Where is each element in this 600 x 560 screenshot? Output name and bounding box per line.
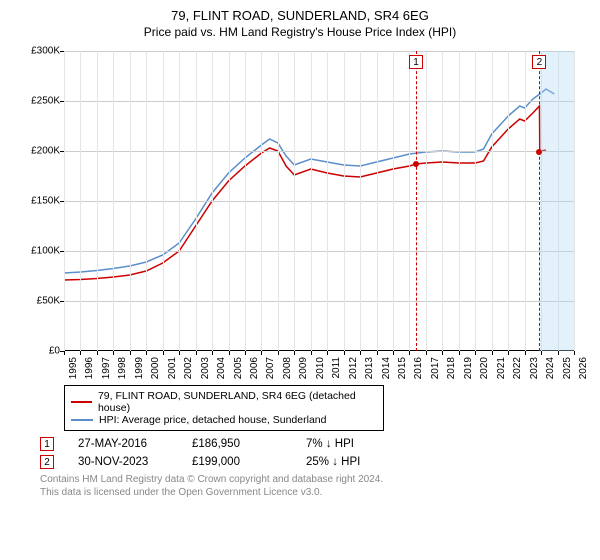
x-tick-label: 2009	[298, 357, 309, 379]
x-tick-label: 2010	[315, 357, 326, 379]
chart-area: £0£50K£100K£150K£200K£250K£300K 12 19951…	[20, 43, 580, 383]
x-tick-label: 2016	[413, 357, 424, 379]
x-tick-label: 2008	[282, 357, 293, 379]
sale-point	[413, 161, 419, 167]
sale-delta: 25% ↓ HPI	[306, 456, 396, 468]
y-tick-label: £50K	[37, 296, 60, 307]
series-line	[64, 89, 554, 273]
x-tick-label: 1997	[101, 357, 112, 379]
footer-line2: This data is licensed under the Open Gov…	[40, 486, 590, 499]
y-tick-label: £200K	[31, 146, 60, 157]
sale-row: 2 30-NOV-2023 £199,000 25% ↓ HPI	[40, 455, 590, 469]
sale-marker-line	[539, 51, 540, 351]
sale-date: 30-NOV-2023	[78, 456, 168, 468]
legend-label: 79, FLINT ROAD, SUNDERLAND, SR4 6EG (det…	[98, 390, 377, 414]
x-tick-label: 2002	[183, 357, 194, 379]
forecast-shade	[540, 51, 574, 351]
x-tick-label: 1996	[84, 357, 95, 379]
x-tick-label: 2014	[381, 357, 392, 379]
x-tick-label: 2018	[446, 357, 457, 379]
x-tick-label: 2005	[233, 357, 244, 379]
x-tick-label: 2023	[529, 357, 540, 379]
sales-table: 1 27-MAY-2016 £186,950 7% ↓ HPI 2 30-NOV-2023…	[40, 437, 590, 469]
series-line	[64, 106, 546, 280]
sale-row-marker: 2	[40, 455, 54, 469]
x-tick-label: 2019	[463, 357, 474, 379]
x-tick-label: 2017	[430, 357, 441, 379]
x-tick-label: 2007	[265, 357, 276, 379]
legend-item: 79, FLINT ROAD, SUNDERLAND, SR4 6EG (det…	[71, 390, 377, 414]
plot-region: 12	[64, 51, 574, 351]
sale-row-marker: 1	[40, 437, 54, 451]
chart-title: 79, FLINT ROAD, SUNDERLAND, SR4 6EG	[10, 8, 590, 23]
x-tick-label: 2013	[364, 357, 375, 379]
x-tick-label: 2004	[216, 357, 227, 379]
x-tick-label: 2003	[200, 357, 211, 379]
legend-swatch	[71, 401, 92, 403]
x-tick-label: 1999	[134, 357, 145, 379]
chart-subtitle: Price paid vs. HM Land Registry's House …	[10, 25, 590, 39]
x-tick-label: 2022	[512, 357, 523, 379]
x-tick-label: 2021	[496, 357, 507, 379]
sale-delta: 7% ↓ HPI	[306, 438, 396, 450]
y-tick-label: £100K	[31, 246, 60, 257]
y-tick-label: £150K	[31, 196, 60, 207]
x-tick-label: 2012	[348, 357, 359, 379]
sale-marker-label: 2	[532, 55, 546, 69]
y-tick-label: £250K	[31, 96, 60, 107]
chart-container: 79, FLINT ROAD, SUNDERLAND, SR4 6EG Pric…	[0, 0, 600, 560]
legend: 79, FLINT ROAD, SUNDERLAND, SR4 6EG (det…	[64, 385, 384, 431]
x-tick-label: 2026	[578, 357, 589, 379]
sale-marker-line	[416, 51, 417, 351]
x-tick-label: 2020	[479, 357, 490, 379]
footer-attribution: Contains HM Land Registry data © Crown c…	[40, 473, 590, 499]
y-tick-label: £300K	[31, 46, 60, 57]
footer-line1: Contains HM Land Registry data © Crown c…	[40, 473, 590, 486]
x-tick-label: 2001	[167, 357, 178, 379]
x-axis-labels: 1995 1996 1997 1998 1999 2000 2001 2002 2003 2004…	[64, 353, 574, 383]
x-tick-label: 2006	[249, 357, 260, 379]
sale-date: 27-MAY-2016	[78, 438, 168, 450]
sale-marker-label: 1	[409, 55, 423, 69]
x-tick-label: 2015	[397, 357, 408, 379]
x-tick-label: 2000	[150, 357, 161, 379]
sale-row: 1 27-MAY-2016 £186,950 7% ↓ HPI	[40, 437, 590, 451]
x-tick-label: 2025	[562, 357, 573, 379]
y-tick-label: £0	[49, 346, 60, 357]
x-tick-label: 2011	[331, 357, 342, 379]
sale-price: £186,950	[192, 438, 282, 450]
y-axis-labels: £0£50K£100K£150K£200K£250K£300K	[20, 51, 62, 351]
legend-swatch	[71, 419, 93, 421]
x-tick-label: 1998	[117, 357, 128, 379]
x-tick-label: 1995	[68, 357, 79, 379]
sale-price: £199,000	[192, 456, 282, 468]
legend-label: HPI: Average price, detached house, Sund…	[99, 414, 326, 426]
legend-item: HPI: Average price, detached house, Sund…	[71, 414, 377, 426]
x-tick-label: 2024	[545, 357, 556, 379]
sale-point	[536, 149, 542, 155]
